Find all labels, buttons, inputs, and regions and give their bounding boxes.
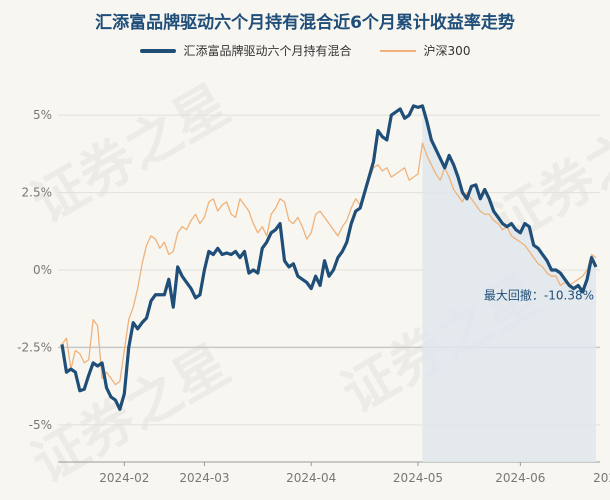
legend-item-fund[interactable]: 汇添富品牌驱动六个月持有混合 <box>139 42 352 59</box>
legend-item-index[interactable]: 沪深300 <box>379 42 471 59</box>
legend-label-index: 沪深300 <box>423 44 471 58</box>
chart-title: 汇添富品牌驱动六个月持有混合近6个月累计收益率走势 <box>95 13 515 33</box>
y-tick-label: 5% <box>33 108 52 122</box>
chart-legend: 汇添富品牌驱动六个月持有混合 沪深300 <box>0 42 610 59</box>
legend-label-fund: 汇添富品牌驱动六个月持有混合 <box>183 44 352 58</box>
legend-swatch-fund <box>139 48 176 53</box>
x-tick-label: 2024-07 <box>593 471 610 485</box>
x-tick-label: 2024-05 <box>393 471 443 485</box>
legend-swatch-index <box>379 49 416 52</box>
y-tick-label: -2.5% <box>17 340 52 354</box>
series-line-fund <box>60 104 598 411</box>
x-tick-label: 2024-04 <box>286 471 336 485</box>
max-drawdown-label: 最大回撤：-10.38% <box>484 287 594 302</box>
x-tick-label: 2024-02 <box>99 471 149 485</box>
max-drawdown-area <box>422 105 596 462</box>
y-tick-label: 0% <box>33 263 52 277</box>
x-tick-label: 2024-03 <box>179 471 229 485</box>
y-tick-label: 2.5% <box>22 186 53 200</box>
y-tick-label: -5% <box>29 418 52 432</box>
x-tick-label: 2024-06 <box>495 471 545 485</box>
